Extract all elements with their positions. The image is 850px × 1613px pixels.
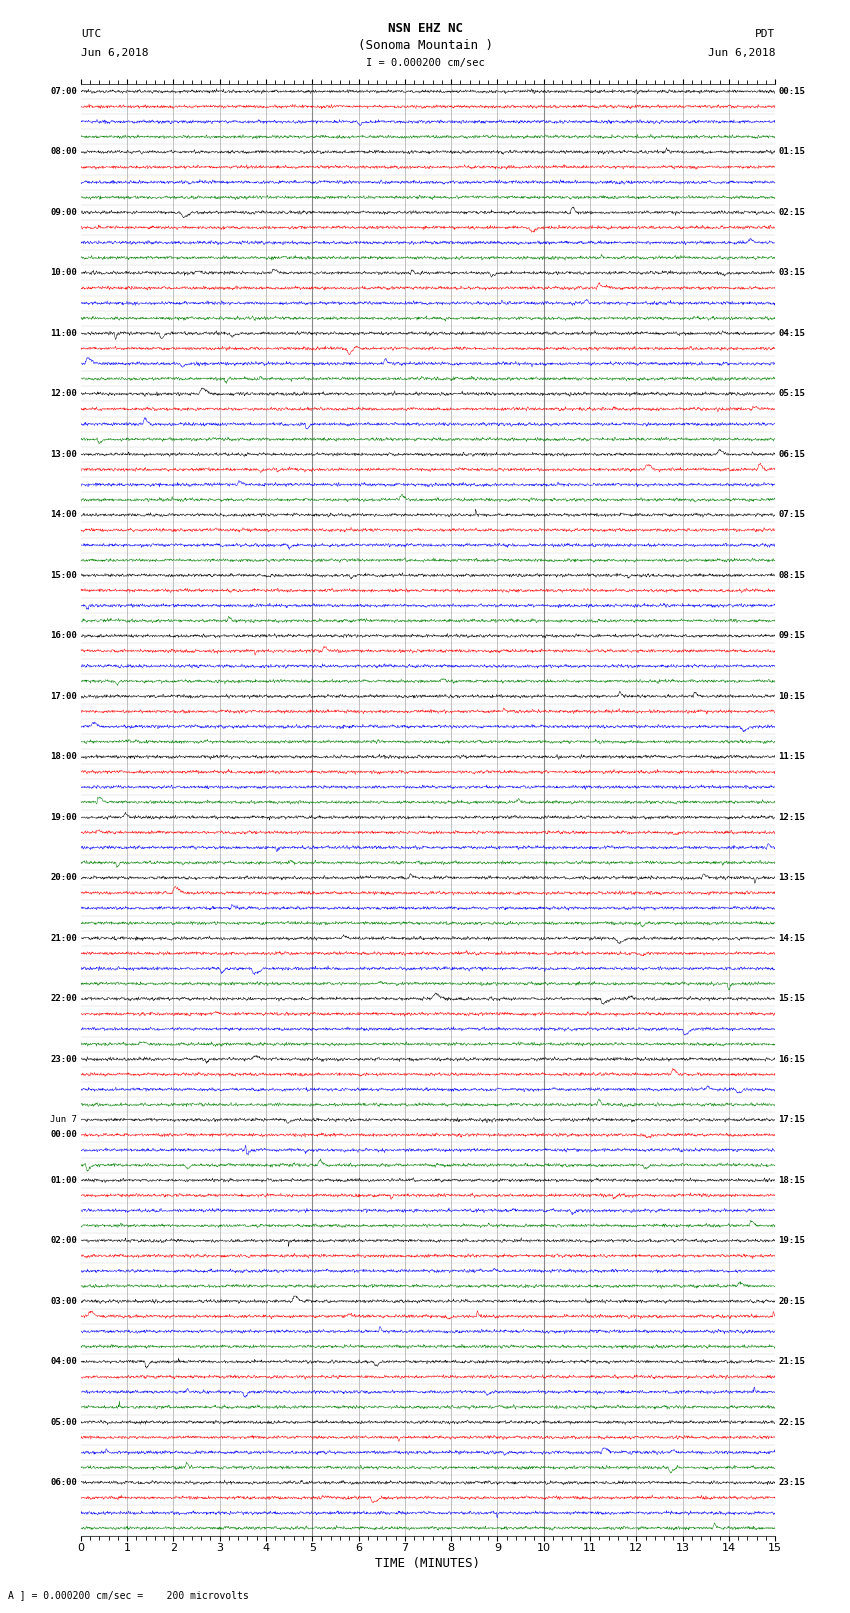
- Text: 17:15: 17:15: [779, 1115, 806, 1124]
- Text: NSN EHZ NC: NSN EHZ NC: [388, 23, 462, 35]
- Text: 15:15: 15:15: [779, 994, 806, 1003]
- Text: 10:15: 10:15: [779, 692, 806, 700]
- Text: 12:15: 12:15: [779, 813, 806, 821]
- Text: PDT: PDT: [755, 29, 775, 39]
- Text: Jun 7: Jun 7: [50, 1115, 77, 1124]
- Text: 17:00: 17:00: [50, 692, 77, 700]
- Text: 12:00: 12:00: [50, 389, 77, 398]
- Text: 16:15: 16:15: [779, 1055, 806, 1063]
- Text: 23:00: 23:00: [50, 1055, 77, 1063]
- Text: 21:15: 21:15: [779, 1357, 806, 1366]
- Text: 05:00: 05:00: [50, 1418, 77, 1426]
- Text: 14:15: 14:15: [779, 934, 806, 942]
- Text: UTC: UTC: [81, 29, 101, 39]
- Text: 11:00: 11:00: [50, 329, 77, 337]
- Text: 11:15: 11:15: [779, 752, 806, 761]
- Text: 02:00: 02:00: [50, 1236, 77, 1245]
- Text: 19:15: 19:15: [779, 1236, 806, 1245]
- Text: 03:00: 03:00: [50, 1297, 77, 1305]
- Text: 07:15: 07:15: [779, 510, 806, 519]
- Text: 14:00: 14:00: [50, 510, 77, 519]
- Text: 04:00: 04:00: [50, 1357, 77, 1366]
- Text: 02:15: 02:15: [779, 208, 806, 216]
- Text: 01:15: 01:15: [779, 147, 806, 156]
- Text: I = 0.000200 cm/sec: I = 0.000200 cm/sec: [366, 58, 484, 68]
- Text: 22:15: 22:15: [779, 1418, 806, 1426]
- Text: 00:00: 00:00: [50, 1131, 77, 1139]
- Text: 00:15: 00:15: [779, 87, 806, 95]
- Text: 19:00: 19:00: [50, 813, 77, 821]
- Text: 04:15: 04:15: [779, 329, 806, 337]
- Text: 16:00: 16:00: [50, 631, 77, 640]
- Text: 22:00: 22:00: [50, 994, 77, 1003]
- Text: 09:15: 09:15: [779, 631, 806, 640]
- Text: 20:00: 20:00: [50, 873, 77, 882]
- Text: 08:00: 08:00: [50, 147, 77, 156]
- Text: 08:15: 08:15: [779, 571, 806, 579]
- Text: 07:00: 07:00: [50, 87, 77, 95]
- Text: 13:00: 13:00: [50, 450, 77, 458]
- Text: Jun 6,2018: Jun 6,2018: [708, 48, 775, 58]
- Text: A ] = 0.000200 cm/sec =    200 microvolts: A ] = 0.000200 cm/sec = 200 microvolts: [8, 1590, 249, 1600]
- Text: 20:15: 20:15: [779, 1297, 806, 1305]
- Text: 18:00: 18:00: [50, 752, 77, 761]
- Text: 18:15: 18:15: [779, 1176, 806, 1184]
- Text: 09:00: 09:00: [50, 208, 77, 216]
- Text: 06:00: 06:00: [50, 1478, 77, 1487]
- Text: 05:15: 05:15: [779, 389, 806, 398]
- Text: 10:00: 10:00: [50, 268, 77, 277]
- Text: 03:15: 03:15: [779, 268, 806, 277]
- Text: (Sonoma Mountain ): (Sonoma Mountain ): [358, 39, 492, 52]
- Text: Jun 6,2018: Jun 6,2018: [81, 48, 148, 58]
- Text: 13:15: 13:15: [779, 873, 806, 882]
- Text: 15:00: 15:00: [50, 571, 77, 579]
- X-axis label: TIME (MINUTES): TIME (MINUTES): [376, 1558, 480, 1571]
- Text: 23:15: 23:15: [779, 1478, 806, 1487]
- Text: 21:00: 21:00: [50, 934, 77, 942]
- Text: 06:15: 06:15: [779, 450, 806, 458]
- Text: 01:00: 01:00: [50, 1176, 77, 1184]
